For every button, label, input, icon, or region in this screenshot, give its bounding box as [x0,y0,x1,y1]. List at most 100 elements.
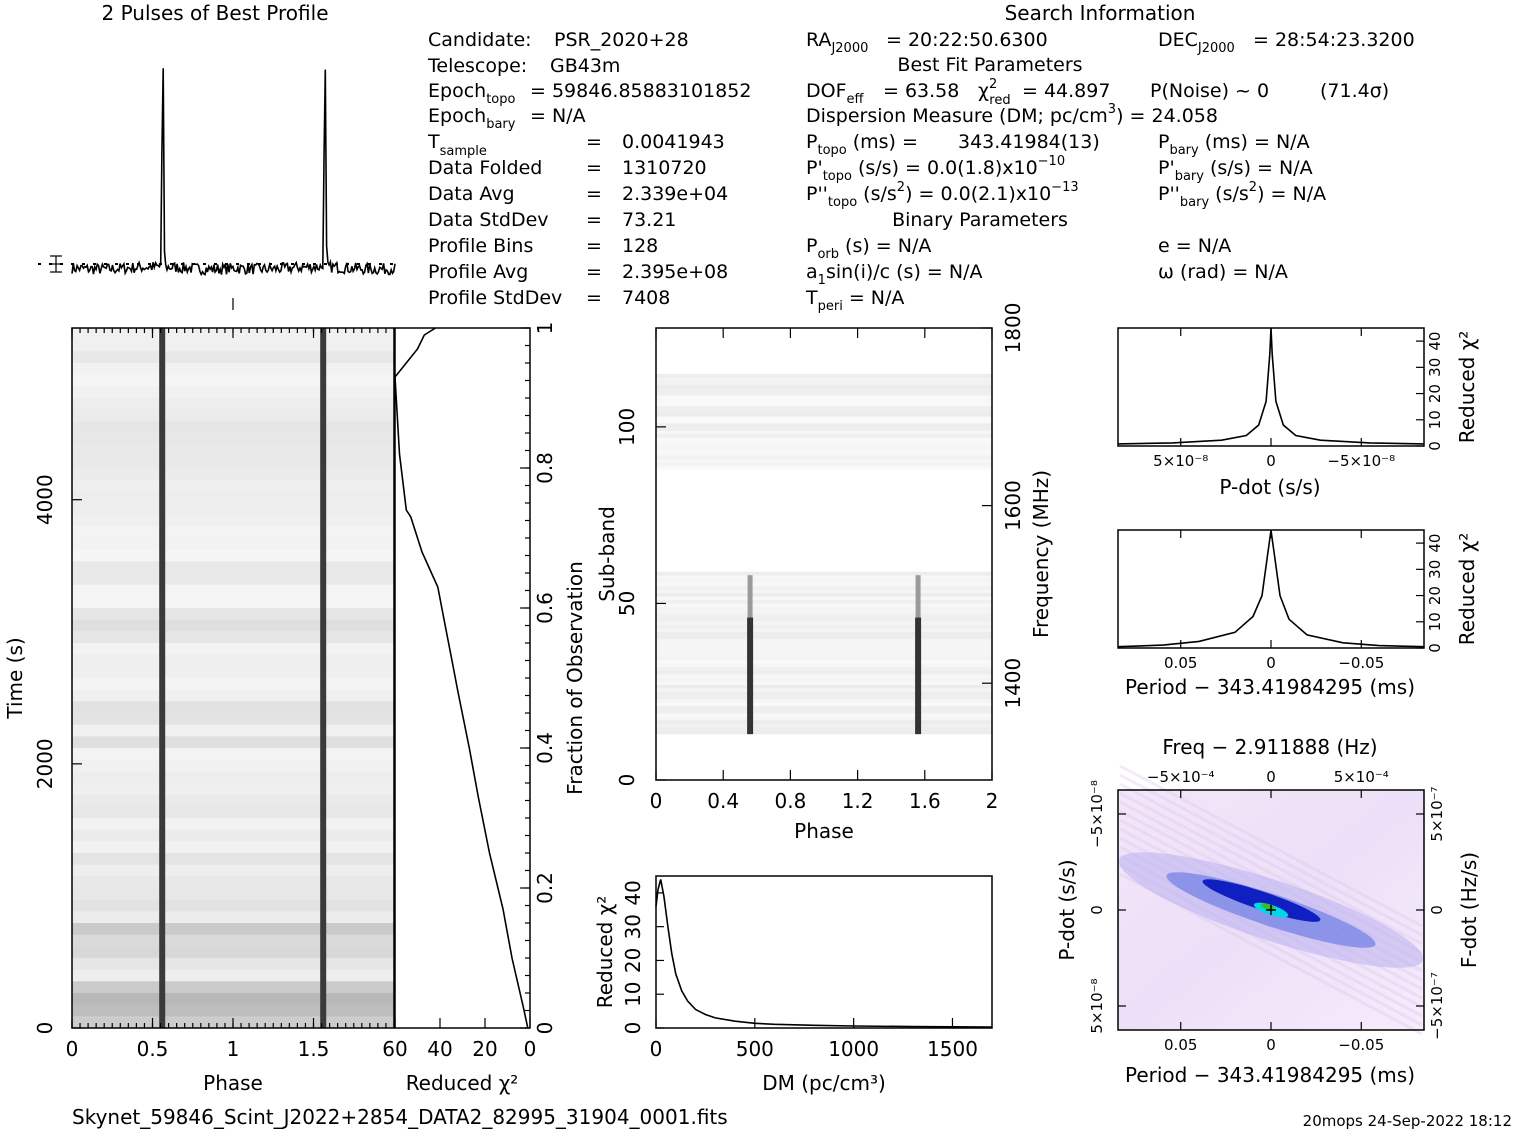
time-phase-row [72,596,394,609]
data-folded-eq: = [586,157,602,179]
subband-row [656,458,992,463]
map-core [1202,879,1321,922]
period-ticks: 0.05 0 −0.05 0 10 20 30 40 [1164,530,1444,672]
time-phase-row [72,643,394,656]
subband-row [656,423,992,428]
subband-row [656,402,992,406]
time-phase-row [72,724,394,737]
time-phase-row [72,864,394,877]
map-x2tick-label: 5×10⁻⁴ [1334,768,1389,786]
time-phase-row [72,853,394,866]
dm-ytick-label: 0 [621,1022,645,1035]
time-phase-row [72,584,394,597]
period-ytick-label: 40 [1426,534,1444,553]
pdot-ytick-label: 0 [1426,441,1444,451]
pnoise-value: P(Noise) ~ 0 [1150,80,1269,102]
chi2-fraction-xlabel: Reduced χ² [406,1071,519,1095]
subband-row [656,391,992,396]
time-phase-xtick-label: 0.5 [137,1037,169,1061]
profile-plot [38,68,396,277]
map-streak [1119,782,1423,946]
time-phase-row [72,946,394,959]
epoch-topo-value: = 59846.85883101852 [530,80,751,102]
subband-phase-plot: 0 0.4 0.8 1.2 1.6 2 0 50 100 1400 1600 1800 Phase S… [595,303,1053,843]
time-phase-row [72,748,394,761]
subband-row [656,709,992,714]
dm-ytick-label: 30 [621,914,645,939]
map-y2tick-label: 0 [1428,905,1446,915]
ptopo-value: 343.41984(13) [958,131,1100,153]
subband-row [656,723,992,728]
subband-row [656,659,992,664]
ptopo-label: Ptopo (ms) = [806,131,918,158]
pdot-bary-label: P'bary (s/s) = N/A [1158,157,1313,184]
subband-frame [655,327,993,781]
time-phase-row [72,666,394,679]
time-phase-ytick-label: 0 [33,1022,57,1035]
frequency-ytick-label: 1800 [1001,303,1025,354]
period-ytick-label: 0 [1426,643,1444,653]
time-phase-row [72,479,394,492]
time-phase-row [72,771,394,784]
subband-row [656,444,992,449]
dm-xtick-label: 0 [650,1037,663,1061]
time-phase-row [72,398,394,411]
dm-ylabel: Reduced χ² [593,896,617,1009]
subband-row [656,607,992,611]
time-phase-row [72,631,394,644]
time-phase-row [72,351,394,364]
time-phase-row [72,654,394,667]
subband-row [656,437,992,442]
time-phase-row [72,608,394,621]
time-phase-pulse [159,328,166,1028]
time-phase-row [72,363,394,376]
pddot-topo-label: P''topo (s/s2) = 0.0(2.1)x10−13 [806,180,1079,210]
subband-row [656,610,992,615]
map-ytick-label: 5×10⁻⁸ [1088,978,1106,1033]
time-phase-row [72,783,394,796]
subband-row [656,451,992,456]
subband-pulses [747,575,922,735]
pdot-xlabel: P-dot (s/s) [1219,475,1320,499]
chi2-fraction-ytick-label: 0.2 [533,872,557,904]
time-phase-xlabel: Phase [203,1071,263,1095]
subband-row [656,592,992,597]
period-line [1117,530,1425,648]
subband-xtick-label: 1.2 [842,789,874,813]
time-phase-plot: 0 0.5 1 1.5 0 2000 4000 Phase Time (s) [3,298,395,1095]
subband-row [656,621,992,625]
dec-value: = 28:54:23.3200 [1253,29,1415,51]
tsample-eq: = [586,131,602,153]
time-phase-row [72,713,394,726]
map-peak-region [1118,852,1424,968]
tperi-label: Tperi = N/A [805,287,904,314]
time-phase-row [72,526,394,539]
subband-ticks: 0 0.4 0.8 1.2 1.6 2 0 50 100 1400 1600 1800 [615,303,1025,813]
data-avg-label: Data Avg [428,183,515,205]
time-phase-row [72,888,394,901]
subband-row [656,624,992,629]
time-phase-row [72,841,394,854]
time-phase-row [72,969,394,982]
time-phase-row [72,806,394,819]
data-avg-eq: = [586,183,602,205]
subband-row [656,656,992,661]
frequency-ylabel: Frequency (MHz) [1029,470,1053,638]
subband-pulse [747,617,754,735]
data-stddev-label: Data StdDev [428,209,549,231]
subband-row [656,571,992,576]
time-phase-row [72,701,394,714]
data-stddev-value: 73.21 [622,209,676,231]
dm-ticks: 0 500 1000 1500 0 10 20 30 40 [621,880,978,1061]
chi2-fraction-xtick-label: 20 [472,1037,497,1061]
time-phase-row [72,468,394,481]
period-ylabel: Reduced χ² [1455,533,1479,646]
map-y2tick-label: −5×10⁻⁷ [1428,972,1446,1040]
dm-line [655,879,993,1028]
chi2-fraction-plot: 60 40 20 0 0 0.2 0.4 0.6 0.8 1 Reduced χ² Fractio… [382,322,587,1095]
subband-row [656,585,992,590]
subband-row [656,416,992,421]
subband-row [656,614,992,618]
subband-row [656,578,992,583]
pdot-ytick-label: 40 [1426,332,1444,351]
